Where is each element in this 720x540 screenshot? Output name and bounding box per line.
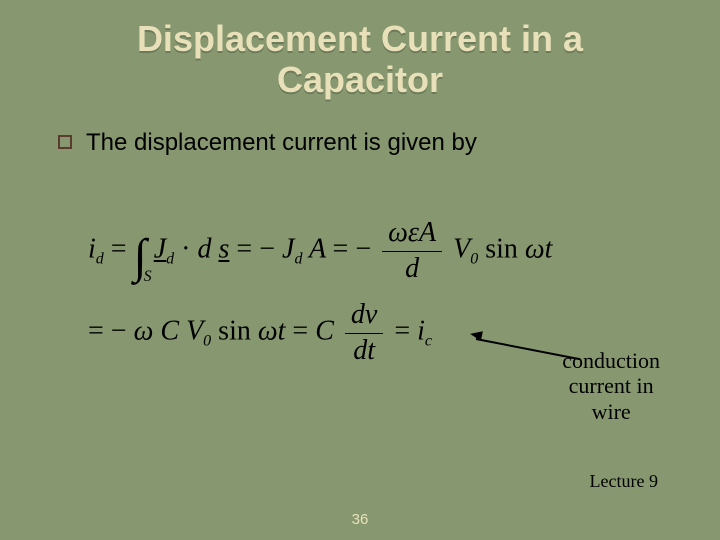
eq1-sin: sin — [485, 234, 525, 265]
eq2-sin: sin — [218, 316, 258, 347]
eq1-i-sub: d — [96, 251, 104, 268]
eq2-omega2: ω — [258, 316, 278, 347]
eq1-d: d — [198, 234, 212, 265]
eq1-integral: ∫S — [134, 238, 147, 276]
eq1-A: A — [309, 234, 326, 265]
eq2-V-sub: 0 — [203, 333, 211, 350]
eq2-frac-den: dt — [345, 334, 383, 367]
eq1-V-sub: 0 — [470, 251, 478, 268]
eq2-i: i — [417, 316, 425, 347]
eq2-C2: C — [315, 316, 334, 347]
eq2-eq1: = — [88, 316, 111, 347]
eq2-frac: dv dt — [345, 300, 383, 367]
eq1-minus2: − — [355, 234, 371, 265]
eq2-frac-num: dv — [345, 300, 383, 334]
slide-title-block: Displacement Current in a Capacitor Disp… — [0, 0, 720, 101]
eq2-dt-t: t — [367, 335, 375, 366]
annotation-line2: current in — [569, 373, 654, 398]
equation-line-2: = − ω C V0 sin ωt = C dv dt = ic — [88, 300, 432, 367]
eq1-omega2: ω — [525, 234, 545, 265]
eq1-frac-num: ωεA — [382, 218, 442, 252]
equation-line-1: id = ∫S Jd · d s = − Jd A = − ωεA d V0 s… — [88, 218, 552, 285]
eq1-frac-den: d — [382, 252, 442, 285]
eq1-J: J — [154, 234, 166, 265]
bullet-text: The displacement current is given by — [86, 129, 477, 157]
eq2-eq3: = — [394, 316, 417, 347]
eq1-integral-sub: S — [144, 271, 152, 284]
eq2-dv-d: d — [351, 299, 365, 330]
bullet-row: The displacement current is given by — [0, 129, 720, 157]
page-number: 36 — [352, 511, 369, 528]
eq1-i: i — [88, 234, 96, 265]
lecture-label: Lecture 9 — [590, 471, 658, 492]
eq2-eq2: = — [292, 316, 315, 347]
eq1-J-sub: d — [166, 251, 174, 268]
eq1-t: t — [545, 234, 553, 265]
eq2-t: t — [278, 316, 286, 347]
eq1-eq3: = — [333, 234, 356, 265]
eq1-dot: · — [181, 234, 190, 265]
eq1-eq2: = — [236, 234, 259, 265]
eq1-V: V — [453, 234, 470, 265]
eq1-minus1: − — [259, 234, 275, 265]
eq1-eq1: = — [111, 234, 134, 265]
annotation-arrow-head — [469, 329, 483, 341]
bullet-marker — [58, 135, 72, 149]
annotation-line1: conduction — [562, 348, 660, 373]
annotation-line3: wire — [592, 399, 631, 424]
eq1-s: s — [219, 234, 230, 265]
title-line1: Displacement Current in a — [137, 18, 583, 59]
eq1-eps: ε — [408, 217, 419, 248]
eq2-V: V — [186, 316, 203, 347]
eq2-dt-d: d — [353, 335, 367, 366]
annotation-label: conduction current in wire — [562, 348, 660, 424]
title-line2: Capacitor — [277, 59, 443, 100]
slide-title: Displacement Current in a Capacitor — [0, 18, 720, 101]
eq1-A2: A — [419, 217, 436, 248]
eq1-J2-sub: d — [294, 251, 302, 268]
eq1-J2: J — [282, 234, 294, 265]
eq2-C: C — [160, 316, 179, 347]
eq2-i-sub: c — [425, 333, 432, 350]
eq2-dv-v: v — [365, 299, 377, 330]
eq1-omega1: ω — [388, 217, 408, 248]
eq2-minus: − — [111, 316, 127, 347]
eq1-frac: ωεA d — [382, 218, 442, 285]
eq2-omega: ω — [134, 316, 154, 347]
